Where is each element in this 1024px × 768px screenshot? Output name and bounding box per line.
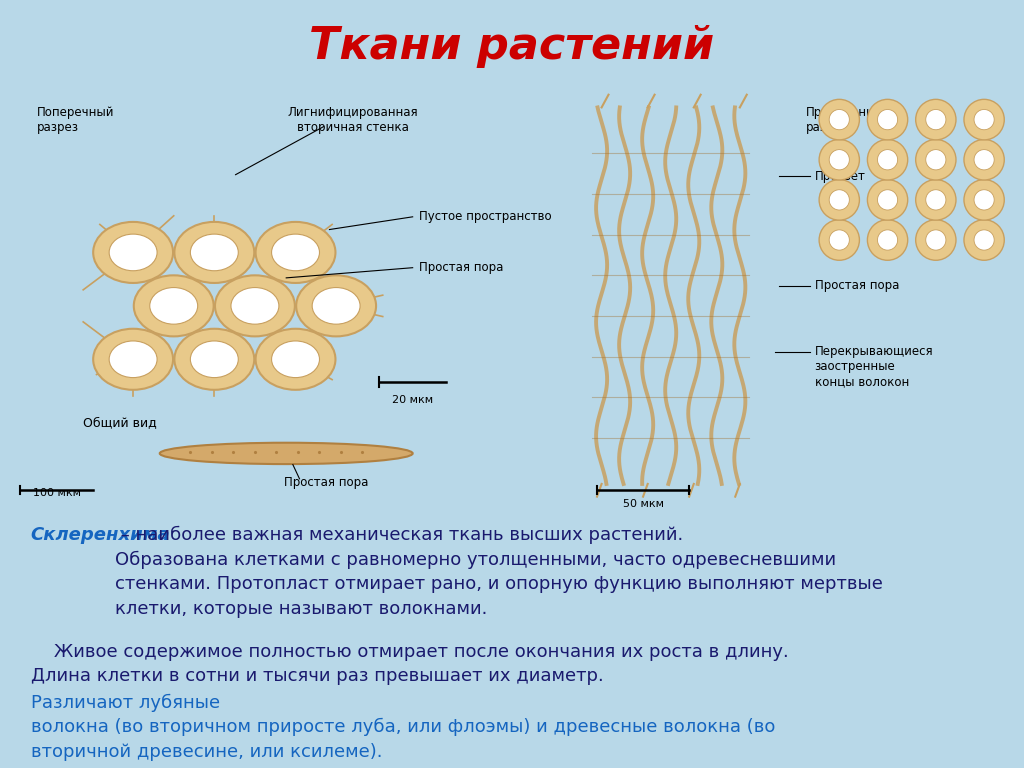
Circle shape	[964, 180, 1005, 220]
Text: 50 мкм: 50 мкм	[623, 498, 664, 508]
Circle shape	[867, 140, 907, 180]
Text: Продольный
разрез: Продольный разрез	[806, 107, 884, 134]
Circle shape	[974, 150, 994, 170]
Circle shape	[829, 110, 849, 130]
Circle shape	[915, 220, 956, 260]
Circle shape	[134, 276, 214, 336]
Circle shape	[215, 276, 295, 336]
Text: Лигнифицированная
вторичная стенка: Лигнифицированная вторичная стенка	[288, 107, 418, 134]
Circle shape	[964, 220, 1005, 260]
Ellipse shape	[160, 442, 413, 464]
Circle shape	[93, 329, 173, 390]
Circle shape	[964, 99, 1005, 140]
Circle shape	[915, 140, 956, 180]
Text: – наиболее важная механическая ткань высших растений.
Образована клетками с равн: – наиболее важная механическая ткань выс…	[115, 526, 883, 617]
Circle shape	[964, 140, 1005, 180]
Circle shape	[231, 287, 279, 324]
Circle shape	[150, 287, 198, 324]
Circle shape	[110, 234, 157, 271]
Circle shape	[878, 150, 898, 170]
Text: Перекрывающиеся
заостренные
концы волокон: Перекрывающиеся заостренные концы волоко…	[815, 346, 933, 389]
Circle shape	[190, 341, 239, 378]
Text: Общий вид: Общий вид	[83, 416, 157, 429]
Circle shape	[926, 150, 946, 170]
Text: Различают лубяные
волокна (во вторичном приросте луба, или флоэмы) и древесные в: Различают лубяные волокна (во вторичном …	[31, 694, 775, 761]
Text: Склеренхима: Склеренхима	[31, 526, 170, 544]
Circle shape	[296, 276, 376, 336]
Circle shape	[926, 230, 946, 250]
Circle shape	[878, 110, 898, 130]
Text: Пустое пространство: Пустое пространство	[420, 210, 552, 223]
Circle shape	[271, 341, 319, 378]
Text: Ткани растений: Ткани растений	[309, 25, 715, 68]
Circle shape	[174, 329, 254, 390]
Circle shape	[271, 234, 319, 271]
Circle shape	[256, 329, 336, 390]
Circle shape	[829, 150, 849, 170]
Circle shape	[867, 220, 907, 260]
Text: Поперечный
разрез: Поперечный разрез	[37, 107, 114, 134]
Circle shape	[312, 287, 360, 324]
Circle shape	[878, 190, 898, 210]
Circle shape	[926, 110, 946, 130]
Circle shape	[819, 180, 859, 220]
Circle shape	[974, 110, 994, 130]
Circle shape	[926, 190, 946, 210]
Circle shape	[878, 230, 898, 250]
Text: Просвет: Просвет	[815, 170, 865, 183]
Circle shape	[867, 99, 907, 140]
Circle shape	[829, 230, 849, 250]
Circle shape	[867, 180, 907, 220]
Circle shape	[93, 222, 173, 283]
Text: 100 мкм: 100 мкм	[33, 488, 81, 498]
Text: Простая пора: Простая пора	[284, 476, 369, 489]
Circle shape	[819, 220, 859, 260]
Circle shape	[819, 99, 859, 140]
Circle shape	[819, 140, 859, 180]
Text: Простая пора: Простая пора	[815, 279, 899, 292]
Circle shape	[974, 230, 994, 250]
Circle shape	[915, 99, 956, 140]
Circle shape	[256, 222, 336, 283]
Circle shape	[174, 222, 254, 283]
Text: 20 мкм: 20 мкм	[392, 395, 433, 405]
Circle shape	[110, 341, 157, 378]
Circle shape	[974, 190, 994, 210]
Text: Простая пора: Простая пора	[420, 261, 504, 274]
Circle shape	[915, 180, 956, 220]
Circle shape	[829, 190, 849, 210]
Text: Живое содержимое полностью отмирает после окончания их роста в длину.
Длина клет: Живое содержимое полностью отмирает посл…	[31, 643, 788, 685]
Circle shape	[190, 234, 239, 271]
